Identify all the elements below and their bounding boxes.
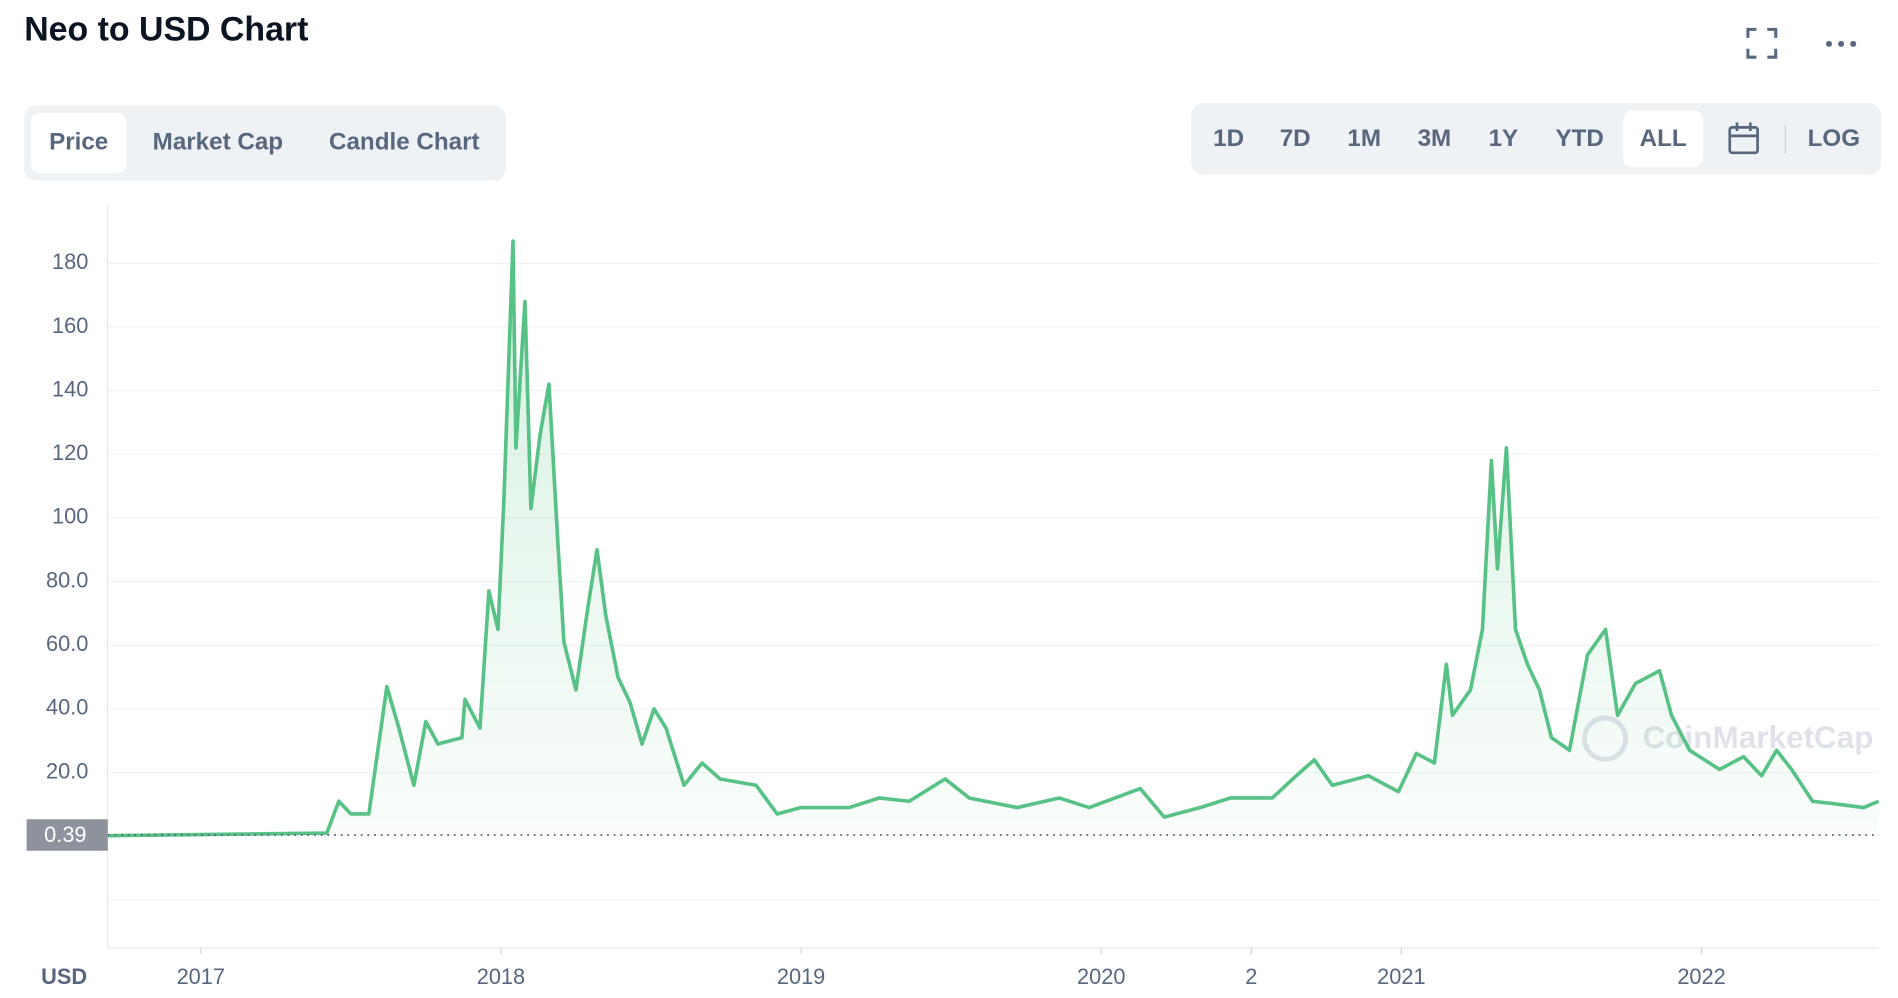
tab-group (24, 105, 506, 181)
x-tick-label: 2019 (777, 964, 825, 989)
range-button[interactable]: 7D (1280, 125, 1311, 152)
calendar-icon[interactable] (1728, 122, 1759, 155)
y-tick-label: 60.0 (46, 631, 88, 656)
y-axis-label: USD (41, 964, 87, 989)
x-tick-label: 2018 (477, 964, 525, 989)
x-tick-label: 2022 (1677, 964, 1725, 989)
log-toggle[interactable]: LOG (1808, 125, 1860, 152)
y-tick-label: 20.0 (46, 758, 88, 783)
area (107, 241, 1879, 837)
range-button[interactable]: 3M (1418, 125, 1452, 152)
y-tick-label: 160 (52, 313, 88, 338)
x-tick-label: 2021 (1377, 964, 1425, 989)
x-tick-label: 2 (1245, 964, 1257, 989)
current-price-box (26, 819, 108, 851)
active-tab (30, 112, 127, 174)
range-button[interactable]: 1Y (1489, 125, 1519, 152)
y-tick-label: 180 (52, 249, 88, 274)
title: Neo to USD Chart (24, 11, 308, 49)
y-tick-label: 40.0 (46, 695, 88, 720)
tab[interactable]: Market Cap (153, 129, 283, 156)
range-button[interactable]: ALL (1640, 125, 1687, 152)
y-tick-label: 140 (52, 376, 88, 401)
tab[interactable]: Candle Chart (329, 129, 480, 156)
y-tick-label: 100 (52, 504, 88, 529)
current-price-label: 0.39 (44, 822, 86, 847)
y-tick-label: 120 (52, 440, 88, 465)
price-line (107, 239, 1880, 838)
fullscreen-icon[interactable] (1746, 27, 1778, 59)
x-tick-label: 2020 (1077, 964, 1125, 989)
range-button[interactable]: 1D (1213, 125, 1244, 152)
more-icon[interactable] (1825, 40, 1857, 47)
x-tick-label: 2017 (177, 964, 225, 989)
y-tick-label: 80.0 (46, 567, 88, 592)
range-button[interactable]: 1M (1347, 125, 1381, 152)
tab[interactable]: Price (49, 129, 108, 156)
range-group (1191, 103, 1882, 175)
active-range (1623, 110, 1704, 168)
range-button[interactable]: YTD (1555, 125, 1603, 152)
